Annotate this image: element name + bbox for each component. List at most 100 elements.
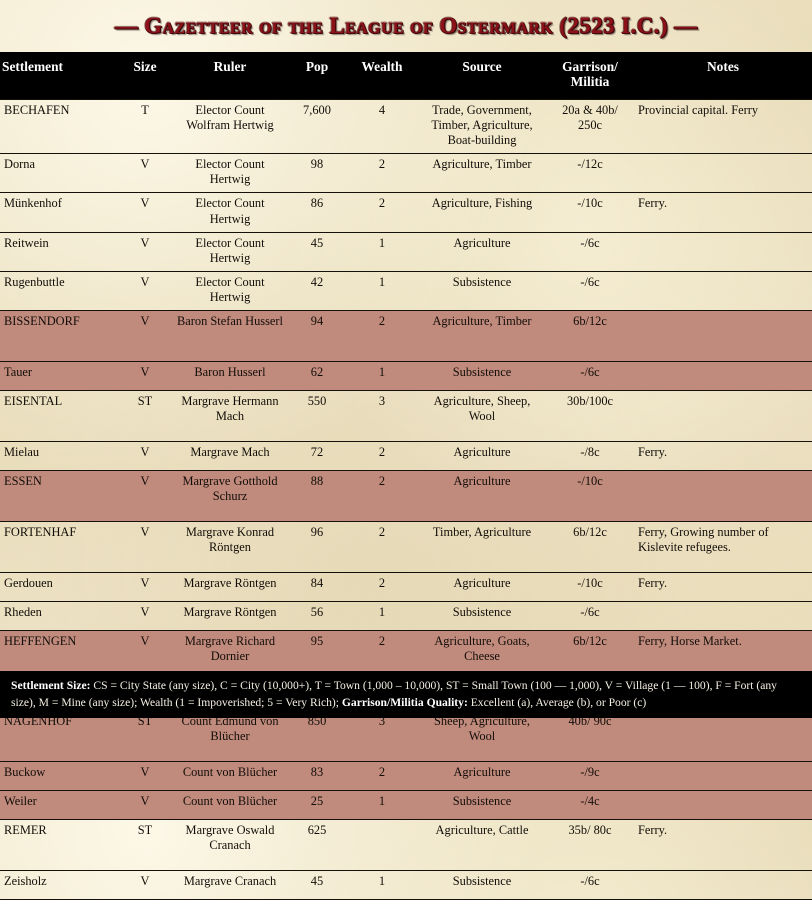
cell-settlement: FORTENHAF <box>0 521 118 574</box>
cell-pop: 94 <box>288 310 346 363</box>
cell-wealth: 1 <box>346 870 418 900</box>
cell-notes <box>634 153 812 194</box>
cell-ruler: Margrave Mach <box>172 441 288 472</box>
table-row[interactable]: Rheden V Margrave Röntgen 56 1 Subsistence -/6… <box>0 601 812 632</box>
cell-notes <box>634 361 812 392</box>
table-row[interactable]: BECHAFEN T Elector Count Wolfram Hertwig 7,… <box>0 98 812 155</box>
table-row[interactable]: Rugenbuttle V Elector Count Hertwig 42 1 Subs… <box>0 270 812 312</box>
cell-size: V <box>118 601 172 632</box>
cell-pop: 96 <box>288 521 346 574</box>
column-header-ruler[interactable]: Ruler <box>172 52 288 100</box>
table-row[interactable]: Münkenhof V Elector Count Hertwig 86 2 Agricu… <box>0 192 812 233</box>
cell-wealth: 2 <box>346 470 418 523</box>
cell-pop: 25 <box>288 790 346 821</box>
cell-wealth: 2 <box>346 441 418 472</box>
cell-garrison: -/6c <box>546 601 634 632</box>
column-header-garrison-militia[interactable]: Garrison/ Militia <box>546 52 634 100</box>
cell-size: V <box>118 441 172 472</box>
cell-garrison: 20a & 40b/ 250c <box>546 98 634 155</box>
cell-pop: 550 <box>288 390 346 443</box>
table-row[interactable]: Weiler V Count von Blücher 25 1 Subsistence -/… <box>0 790 812 821</box>
cell-pop: 45 <box>288 870 346 900</box>
cell-notes <box>634 270 812 312</box>
cell-pop: 88 <box>288 470 346 523</box>
cell-source: Agriculture, Cattle <box>418 819 546 872</box>
cell-size: V <box>118 790 172 821</box>
cell-pop: 850 <box>288 710 346 763</box>
cell-pop: 84 <box>288 572 346 603</box>
cell-size: V <box>118 153 172 194</box>
cell-notes: Ferry. <box>634 192 812 233</box>
table-row[interactable]: EISENTAL ST Margrave Hermann Mach 550 3 Agric… <box>0 390 812 443</box>
column-header-notes[interactable]: Notes <box>634 52 812 100</box>
table-row[interactable]: Mielau V Margrave Mach 72 2 Agriculture -/8c Fe… <box>0 441 812 472</box>
cell-settlement: Tauer <box>0 361 118 392</box>
cell-pop: 7,600 <box>288 98 346 155</box>
cell-wealth: 4 <box>346 98 418 155</box>
cell-size: V <box>118 470 172 523</box>
cell-source: Agriculture, Timber <box>418 310 546 363</box>
cell-notes: Ferry. <box>634 572 812 603</box>
cell-source: Agriculture <box>418 572 546 603</box>
column-header-settlement[interactable]: Settlement <box>0 52 118 100</box>
cell-notes <box>634 470 812 523</box>
cell-settlement: Dorna <box>0 153 118 194</box>
cell-ruler: Elector Count Hertwig <box>172 231 288 272</box>
table-row[interactable]: Tauer V Baron Husserl 62 1 Subsistence -/6c <box>0 361 812 392</box>
column-header-wealth[interactable]: Wealth <box>346 52 418 100</box>
cell-pop: 56 <box>288 601 346 632</box>
cell-ruler: Margrave Röntgen <box>172 601 288 632</box>
table-row[interactable]: REMER ST Margrave Oswald Cranach 625 Agricul… <box>0 819 812 872</box>
cell-garrison: -/6c <box>546 270 634 312</box>
cell-notes <box>634 710 812 763</box>
column-header-pop[interactable]: Pop <box>288 52 346 100</box>
cell-garrison: 6b/12c <box>546 310 634 363</box>
cell-source: Agriculture <box>418 470 546 523</box>
cell-pop: 72 <box>288 441 346 472</box>
cell-settlement: NAGENHOF <box>0 710 118 763</box>
legend-garrison-text: Excellent (a), Average (b), or Poor (c) <box>467 695 647 709</box>
table-header: Settlement Size Ruler Pop Wealth Source … <box>0 52 812 100</box>
table-row[interactable]: FORTENHAF V Margrave Konrad Röntgen 96 2 Timb… <box>0 521 812 574</box>
cell-garrison: 40b/ 90c <box>546 710 634 763</box>
cell-wealth: 2 <box>346 153 418 194</box>
cell-pop: 83 <box>288 761 346 792</box>
cell-source: Trade, Government, Timber, Agriculture, … <box>418 98 546 155</box>
cell-settlement: ESSEN <box>0 470 118 523</box>
table-row[interactable]: NAGENHOF ST Count Edmund von Blücher 850 3 Sh… <box>0 710 812 763</box>
table-row[interactable]: Reitwein V Elector Count Hertwig 45 1 Agricul… <box>0 231 812 272</box>
cell-size: ST <box>118 390 172 443</box>
legend-sizes-text: CS = City State (any size), C = City (10… <box>11 678 777 709</box>
table-row[interactable]: ESSEN V Margrave Gotthold Schurz 88 2 Agricul… <box>0 470 812 523</box>
cell-pop: 625 <box>288 819 346 872</box>
cell-garrison: -/8c <box>546 441 634 472</box>
table-row[interactable]: Buckow V Count von Blücher 83 2 Agriculture -/… <box>0 761 812 792</box>
gazetteer-table: Settlement Size Ruler Pop Wealth Source … <box>0 52 812 900</box>
title-bar: — Gazetteer of the League of Ostermark (… <box>0 0 812 52</box>
header-row: Settlement Size Ruler Pop Wealth Source … <box>0 52 812 100</box>
cell-ruler: Baron Stefan Husserl <box>172 310 288 363</box>
column-header-size[interactable]: Size <box>118 52 172 100</box>
table-row[interactable]: Dorna V Elector Count Hertwig 98 2 Agricultur… <box>0 153 812 194</box>
cell-size: V <box>118 572 172 603</box>
cell-source: Agriculture, Fishing <box>418 192 546 233</box>
cell-notes <box>634 870 812 900</box>
cell-size: V <box>118 231 172 272</box>
column-header-source[interactable]: Source <box>418 52 546 100</box>
cell-settlement: BISSENDORF <box>0 310 118 363</box>
cell-notes: Provincial capital. Ferry <box>634 98 812 155</box>
table-row[interactable]: Gerdouen V Margrave Röntgen 84 2 Agriculture -… <box>0 572 812 603</box>
cell-ruler: Margrave Gotthold Schurz <box>172 470 288 523</box>
cell-notes <box>634 310 812 363</box>
cell-wealth: 1 <box>346 361 418 392</box>
table-row[interactable]: BISSENDORF V Baron Stefan Husserl 94 2 Agricu… <box>0 310 812 363</box>
table-row[interactable]: Zeisholz V Margrave Cranach 45 1 Subsistence -… <box>0 870 812 900</box>
cell-garrison: 35b/ 80c <box>546 819 634 872</box>
cell-source: Agriculture <box>418 231 546 272</box>
cell-settlement: Reitwein <box>0 231 118 272</box>
cell-wealth: 1 <box>346 270 418 312</box>
cell-size: V <box>118 761 172 792</box>
cell-garrison: -/4c <box>546 790 634 821</box>
cell-wealth: 2 <box>346 521 418 574</box>
cell-ruler: Count von Blücher <box>172 790 288 821</box>
